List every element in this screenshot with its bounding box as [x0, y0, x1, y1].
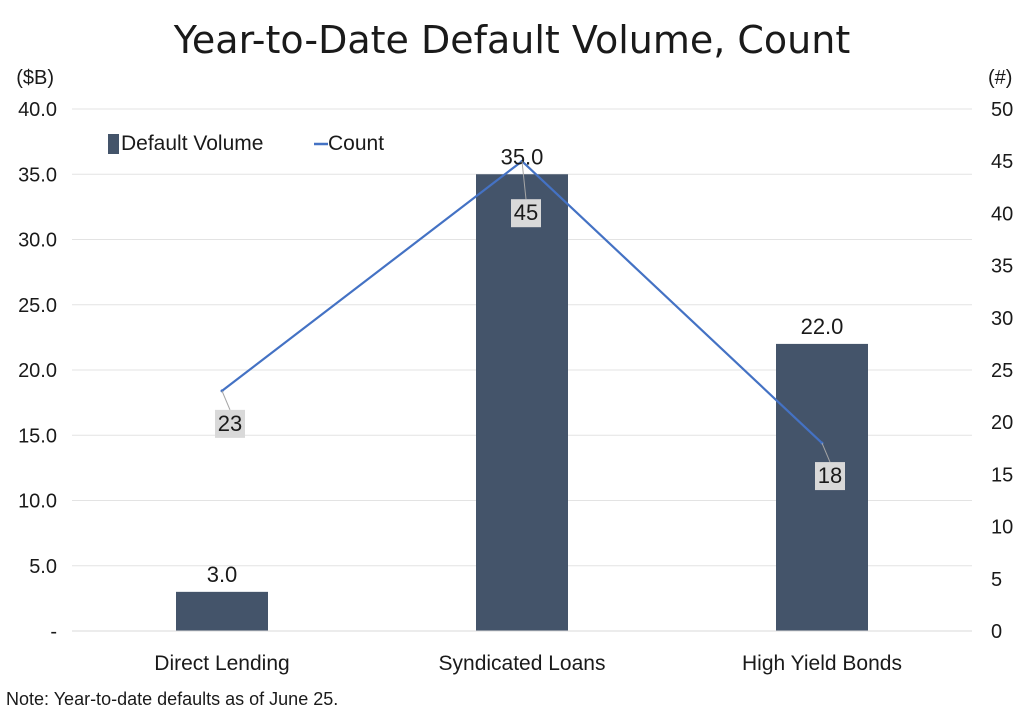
bar-data-label: 22.0 — [801, 314, 844, 339]
bar-series — [176, 174, 868, 631]
line-label-leader — [821, 442, 831, 463]
line-label-box — [511, 199, 541, 228]
y-left-tick-label: 15.0 — [18, 425, 57, 447]
y-left-tick-label: 20.0 — [18, 360, 57, 382]
bar-data-label: 3.0 — [207, 562, 238, 587]
y-left-tick-label: 10.0 — [18, 491, 57, 513]
y-right-tick-label: 50 — [991, 99, 1013, 121]
bar — [176, 591, 268, 631]
y-left-tick-label: 5.0 — [29, 556, 57, 578]
line-label-box — [215, 409, 245, 438]
legend: Default Volume Count — [108, 132, 384, 155]
footnote: Note: Year-to-date defaults as of June 2… — [6, 689, 339, 709]
y-right-tick-label: 15 — [991, 464, 1013, 486]
y-right-tick-label: 0 — [991, 621, 1002, 643]
x-category-label: High Yield Bonds — [742, 652, 902, 675]
y-right-tick-label: 25 — [991, 360, 1013, 382]
x-category-label: Syndicated Loans — [439, 652, 606, 675]
chart-title: Year-to-Date Default Volume, Count — [173, 18, 851, 62]
legend-label: Count — [328, 132, 384, 155]
legend-label: Default Volume — [121, 132, 263, 155]
line-label-leader — [521, 161, 527, 200]
y-right-tick-label: 10 — [991, 517, 1013, 539]
y-right-tick-label: 20 — [991, 412, 1013, 434]
y-left-tick-label: 30.0 — [18, 230, 57, 252]
line-data-label: 45 — [514, 200, 538, 225]
y-right-tick-label: 45 — [991, 151, 1013, 173]
y-left-unit-label: ($B) — [16, 67, 54, 89]
line-data-label: 18 — [818, 463, 842, 488]
line-label-box — [815, 462, 845, 491]
y-right-tick-label: 5 — [991, 569, 1002, 591]
y-right-tick-label: 35 — [991, 256, 1013, 278]
axes: - 5.0 10.0 15.0 20.0 25.0 30.0 35.0 40.0 ($B) 0 5 10… — [16, 67, 1013, 675]
y-left-tick-label: 25.0 — [18, 295, 57, 317]
y-left-tick-label: 40.0 — [18, 99, 57, 121]
y-right-tick-label: 30 — [991, 308, 1013, 330]
y-left-tick-label: - — [50, 621, 57, 643]
line-data-label: 23 — [218, 411, 242, 436]
y-right-unit-label: (#) — [988, 67, 1012, 89]
y-left-tick-label: 35.0 — [18, 164, 57, 186]
x-category-label: Direct Lending — [154, 652, 289, 675]
line-label-leader — [221, 390, 231, 411]
bar — [476, 174, 568, 631]
y-right-tick-label: 40 — [991, 203, 1013, 225]
legend-swatch-bar — [108, 134, 119, 154]
